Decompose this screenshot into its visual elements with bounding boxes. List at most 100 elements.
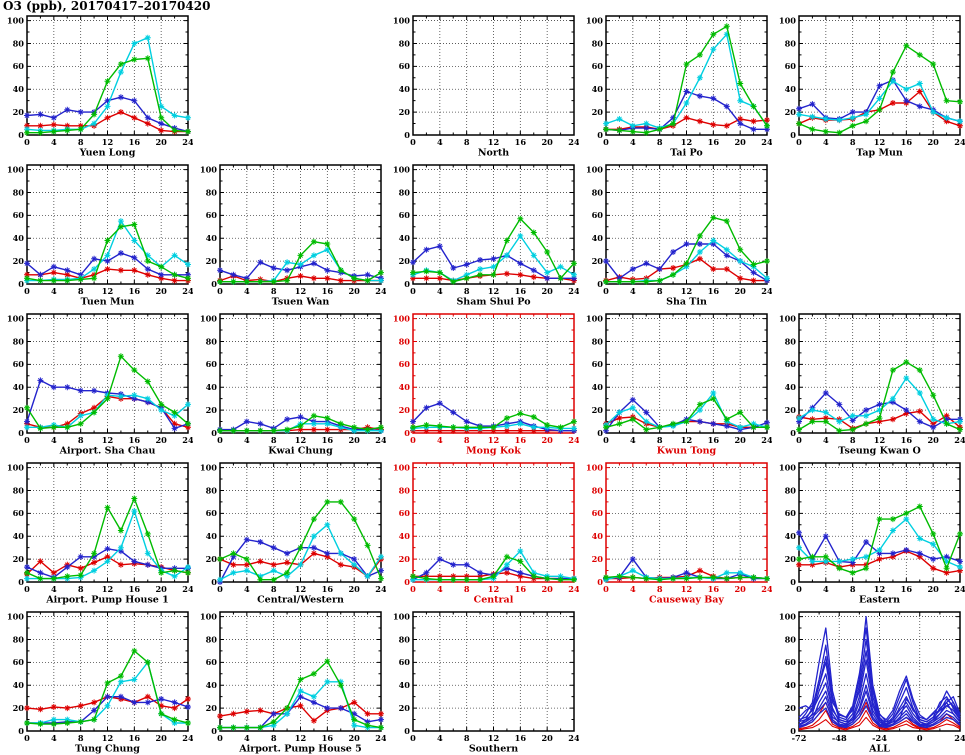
y-tick-label: 20: [206, 703, 218, 713]
y-tick-label: 40: [785, 680, 797, 690]
y-tick-label: 40: [13, 382, 25, 392]
y-tick-label: 0: [790, 130, 796, 140]
y-tick-label: 80: [399, 634, 411, 644]
x-tick-label: 0: [603, 286, 609, 296]
panel-title: Yuen Long: [79, 148, 136, 159]
y-tick-label: 80: [399, 187, 411, 197]
x-tick-label: 16: [322, 733, 334, 743]
plot-sham-shui-po: 0 20 40 60 80 100 0 4 8 12 16 20 24 Sham Shui Po: [393, 164, 580, 308]
panel-all: 0 20 40 60 80 100 -72 -48 -24 0 24 ALL: [772, 606, 965, 755]
y-tick-label: 60: [206, 508, 218, 518]
x-tick-label: 8: [78, 286, 84, 296]
x-tick-label: 24: [761, 286, 772, 296]
y-tick-label: 20: [592, 107, 604, 117]
x-tick-label: 0: [217, 286, 223, 296]
x-tick-label: 12: [295, 435, 306, 445]
x-tick-label: 16: [322, 584, 334, 594]
x-tick-label: 20: [541, 435, 553, 445]
panel-causeway-bay: 0 20 40 60 80 100 0 4 8 12 16 20 24 Causeway Bay: [579, 457, 773, 606]
x-tick-label: 4: [630, 584, 636, 594]
y-tick-label: 100: [393, 164, 410, 174]
x-tick-label: 16: [708, 435, 720, 445]
x-tick-label: 0: [796, 137, 802, 147]
x-tick-label: 12: [295, 584, 306, 594]
y-tick-label: 0: [597, 279, 603, 289]
plot-airport-pump-house-1: 0 20 40 60 80 100 0 4 8 12 16 20 24 Airport. Pump Hou…: [7, 462, 194, 606]
x-tick-label: 16: [515, 435, 527, 445]
plot-southern: 0 20 40 60 80 100 0 4 8 12 16 20 24 Southern: [393, 611, 580, 755]
x-tick-label: 0: [410, 584, 416, 594]
x-tick-label: 16: [901, 584, 913, 594]
y-tick-label: 100: [393, 15, 410, 25]
axis-frame: [219, 462, 382, 583]
x-tick-label: 0: [217, 733, 223, 743]
x-tick-label: 0: [796, 435, 802, 445]
x-tick-label: 8: [850, 584, 856, 594]
y-tick-label: 40: [592, 233, 604, 243]
x-tick-label: 16: [708, 584, 720, 594]
y-tick-label: 20: [592, 554, 604, 564]
plot-all: 0 20 40 60 80 100 -72 -48 -24 0 24 ALL: [779, 611, 965, 755]
y-tick-label: 100: [7, 611, 24, 621]
panel-title: Airport. Sha Chau: [59, 446, 156, 457]
x-tick-label: 24: [182, 137, 193, 147]
panel-title: Sha Tin: [666, 297, 707, 308]
x-tick-label: 20: [927, 137, 939, 147]
plot-airport-pump-house-5: 0 20 40 60 80 100 0 4 8 12 16 20 24 Airport. Pump Hou…: [200, 611, 387, 755]
y-tick-label: 80: [13, 38, 25, 48]
axis-frame: [219, 611, 382, 732]
x-tick-label: 20: [734, 435, 746, 445]
y-tick-label: 40: [13, 531, 25, 541]
plot-sha-tin: 0 20 40 60 80 100 0 4 8 12 16 20 24 Sha Tin: [586, 164, 773, 308]
y-tick-label: 60: [592, 210, 604, 220]
y-tick-label: 0: [404, 279, 410, 289]
y-tick-label: 60: [13, 657, 25, 667]
x-tick-label: 4: [630, 137, 636, 147]
y-tick-label: 100: [586, 15, 603, 25]
y-tick-label: 100: [586, 313, 603, 323]
x-tick-label: 16: [322, 435, 334, 445]
grid-lines: [799, 463, 960, 582]
x-tick-label: 0: [217, 584, 223, 594]
y-tick-label: 0: [211, 726, 217, 736]
tick-marks: [26, 314, 189, 434]
y-tick-label: 80: [13, 485, 25, 495]
axis-frame: [412, 313, 575, 434]
x-tick-label: -24: [872, 733, 887, 743]
plot-tai-po: 0 20 40 60 80 100 0 4 8 12 16 20 24 Tai Po: [586, 15, 773, 159]
x-tick-label: 24: [761, 435, 772, 445]
y-tick-label: 0: [18, 130, 24, 140]
x-tick-label: 0: [24, 435, 30, 445]
panel-central: 0 20 40 60 80 100 0 4 8 12 16 20 24 Central: [386, 457, 580, 606]
panel-title: Southern: [469, 744, 518, 755]
plot-kwun-tong: 0 20 40 60 80 100 0 4 8 12 16 20 24 Kwun Tong: [586, 313, 773, 457]
y-tick-label: 100: [393, 611, 410, 621]
y-tick-label: 40: [399, 84, 411, 94]
axis-frame: [219, 313, 382, 434]
x-tick-label: 16: [129, 733, 141, 743]
x-tick-label: 4: [51, 435, 57, 445]
y-tick-label: 20: [399, 405, 411, 415]
tick-marks: [219, 612, 382, 732]
y-tick-label: 20: [13, 703, 25, 713]
x-tick-label: 0: [603, 584, 609, 594]
y-tick-label: 0: [404, 577, 410, 587]
y-tick-label: 20: [399, 554, 411, 564]
x-tick-label: 20: [155, 435, 167, 445]
x-tick-label: 12: [488, 137, 499, 147]
y-tick-label: 0: [18, 726, 24, 736]
y-tick-label: 40: [785, 382, 797, 392]
panel-tap-mun: 0 20 40 60 80 100 0 4 8 12 16 20 24 Tap Mun: [772, 10, 965, 159]
x-tick-label: 16: [515, 733, 527, 743]
x-tick-label: 20: [734, 286, 746, 296]
y-tick-label: 80: [399, 336, 411, 346]
x-tick-label: 24: [375, 733, 386, 743]
x-tick-label: 4: [823, 435, 829, 445]
x-tick-label: 16: [515, 286, 527, 296]
x-tick-label: 8: [850, 435, 856, 445]
y-tick-label: 100: [200, 313, 217, 323]
y-tick-label: 60: [206, 657, 218, 667]
x-tick-label: 4: [437, 286, 443, 296]
x-tick-label: 8: [78, 584, 84, 594]
y-tick-label: 80: [399, 485, 411, 495]
